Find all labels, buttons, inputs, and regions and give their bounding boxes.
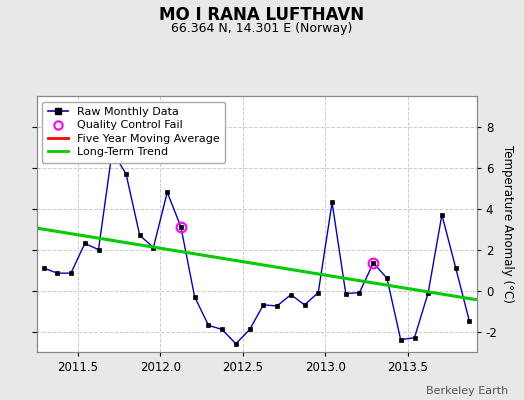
Legend: Raw Monthly Data, Quality Control Fail, Five Year Moving Average, Long-Term Tren: Raw Monthly Data, Quality Control Fail, …: [42, 102, 225, 163]
Text: 66.364 N, 14.301 E (Norway): 66.364 N, 14.301 E (Norway): [171, 22, 353, 35]
Y-axis label: Temperature Anomaly (°C): Temperature Anomaly (°C): [501, 145, 515, 303]
Text: MO I RANA LUFTHAVN: MO I RANA LUFTHAVN: [159, 6, 365, 24]
Text: Berkeley Earth: Berkeley Earth: [426, 386, 508, 396]
